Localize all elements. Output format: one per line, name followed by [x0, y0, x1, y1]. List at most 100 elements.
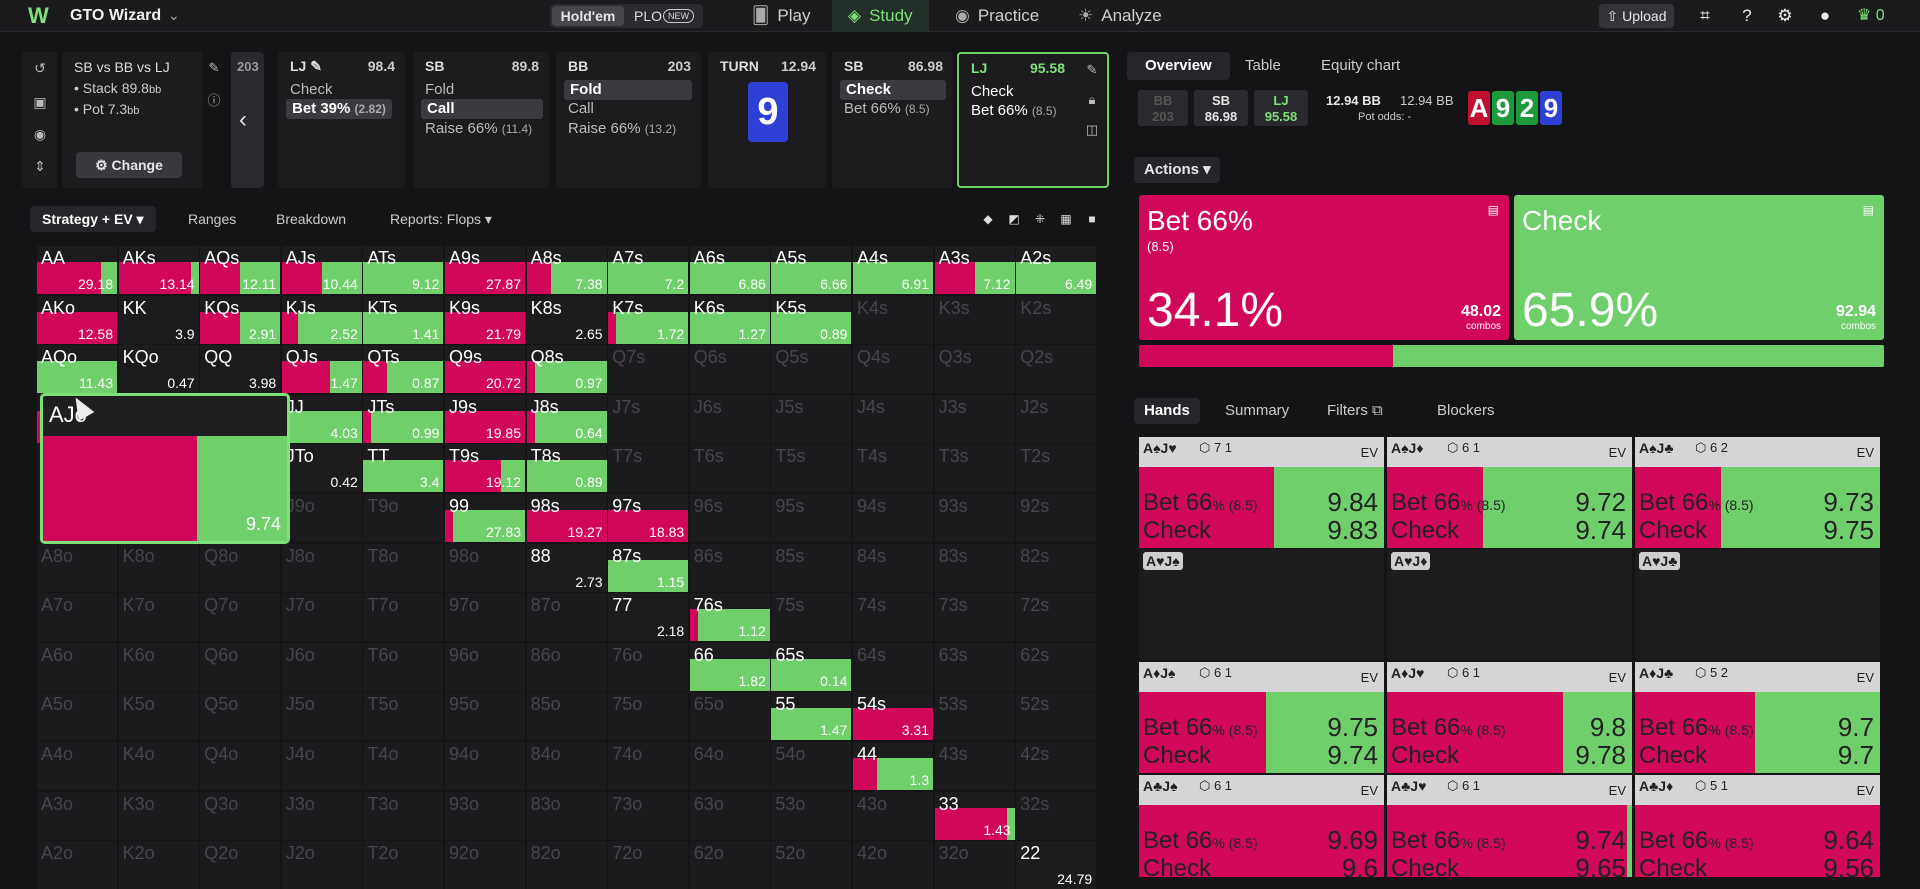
- hand-cell[interactable]: 94o: [445, 742, 525, 790]
- practice-icon[interactable]: ◉: [33, 126, 47, 142]
- node-turn[interactable]: TURN 12.94 9: [708, 52, 826, 188]
- hand-cell[interactable]: 43s: [934, 742, 1015, 790]
- hand-cell[interactable]: K3o: [118, 791, 199, 840]
- hand-cell[interactable]: 73o: [608, 791, 689, 840]
- hand-cell[interactable]: A2o: [37, 841, 117, 889]
- combo-cell[interactable]: A♦J♣ ⬡ 5 2 EV Bet 66% (8.5) Check 9.7 9.7: [1635, 662, 1880, 773]
- hand-cell[interactable]: 22 24.79: [1016, 841, 1097, 889]
- tab-ranges[interactable]: Ranges: [188, 211, 237, 227]
- save-icon[interactable]: ▣: [33, 94, 47, 110]
- hand-cell[interactable]: 86o: [526, 642, 607, 691]
- hand-cell[interactable]: KTs 1.41: [363, 295, 444, 344]
- hand-cell[interactable]: T2o: [363, 841, 444, 889]
- hand-cell[interactable]: T4o: [363, 742, 444, 790]
- hand-cell[interactable]: 94s: [853, 494, 933, 542]
- hand-cell[interactable]: 83o: [526, 791, 607, 840]
- hand-cell[interactable]: T9s 19.12: [445, 444, 525, 493]
- combo-cell[interactable]: A♦J♥ ⬡ 6 1 EV Bet 66% (8.5) Check 9.8 9.78: [1387, 662, 1632, 773]
- hand-cell[interactable]: A5o: [37, 692, 117, 741]
- hand-cell[interactable]: 62s: [1016, 642, 1097, 691]
- info-icon[interactable]: ⓘ: [207, 93, 221, 108]
- combo-cell[interactable]: A♠J♣ ⬡ 6 2 EV Bet 66% (8.5) Check 9.73 9.75: [1635, 437, 1880, 548]
- hand-cell[interactable]: KK 3.9: [118, 295, 199, 344]
- hand-cell[interactable]: J9s 19.85: [445, 394, 525, 443]
- hand-cell[interactable]: K6s 1.27: [689, 295, 770, 344]
- hand-cell[interactable]: Q5o: [200, 692, 281, 741]
- combo-cell[interactable]: A♠J♦ ⬡ 6 1 EV Bet 66% (8.5) Check 9.72 9.74: [1387, 437, 1632, 548]
- hand-cell[interactable]: K4s: [853, 295, 933, 344]
- hand-cell[interactable]: Q3s: [934, 345, 1015, 394]
- tab-breakdown[interactable]: Breakdown: [276, 211, 347, 227]
- tab-summary[interactable]: Summary: [1225, 402, 1290, 419]
- action-check[interactable]: Check: [840, 80, 946, 100]
- node-sb-2[interactable]: SB 86.98 Check Bet 66% (8.5): [832, 52, 953, 188]
- hand-cell[interactable]: A4o: [37, 742, 117, 790]
- hand-cell[interactable]: 53o: [771, 791, 852, 840]
- hand-cell[interactable]: A6o: [37, 642, 117, 691]
- hand-cell[interactable]: Q6s: [689, 345, 770, 394]
- node-lj[interactable]: LJ ✎ 98.4 Check Bet 39% (2.82): [278, 52, 405, 188]
- hand-cell[interactable]: 43o: [853, 791, 933, 840]
- hand-cell[interactable]: 87o: [526, 593, 607, 642]
- hand-cell[interactable]: Q3o: [200, 791, 281, 840]
- hand-cell[interactable]: 96s: [689, 494, 770, 542]
- hand-cell[interactable]: 72s: [1016, 593, 1097, 642]
- hand-cell[interactable]: 53s: [934, 692, 1015, 741]
- action-raise[interactable]: Raise 66% (11.4): [425, 119, 532, 139]
- hand-cell[interactable]: A4s 6.91: [853, 246, 933, 294]
- action-call[interactable]: Call: [421, 99, 543, 119]
- hand-cell[interactable]: 92s: [1016, 494, 1097, 542]
- hand-cell[interactable]: A7o: [37, 593, 117, 642]
- hand-cell[interactable]: KQo 0.47: [118, 345, 199, 394]
- hand-cell[interactable]: 84o: [526, 742, 607, 790]
- hand-cell[interactable]: 93o: [445, 791, 525, 840]
- hand-cell[interactable]: QQ 3.98: [200, 345, 281, 394]
- gear-icon[interactable]: ⚙: [1777, 6, 1793, 25]
- hand-cell[interactable]: 86s: [689, 543, 770, 592]
- hand-cell[interactable]: 82o: [526, 841, 607, 889]
- tab-equity-chart[interactable]: Equity chart: [1321, 57, 1401, 74]
- hand-cell[interactable]: J2o: [281, 841, 362, 889]
- nav-practice[interactable]: ◉ Practice: [955, 0, 1039, 32]
- action-fold[interactable]: Fold: [564, 80, 692, 100]
- view-full-icon[interactable]: ■: [1088, 212, 1096, 226]
- hand-cell[interactable]: Q2o: [200, 841, 281, 889]
- hand-cell[interactable]: JTo 0.42: [281, 444, 362, 493]
- action-bet[interactable]: Bet 39% (2.82): [286, 99, 392, 119]
- hand-cell[interactable]: T3s: [934, 444, 1015, 493]
- hand-cell[interactable]: 92o: [445, 841, 525, 889]
- hand-cell[interactable]: 76s 1.12: [689, 593, 770, 642]
- hand-cell[interactable]: 84s: [853, 543, 933, 592]
- hand-cell[interactable]: J8o: [281, 543, 362, 592]
- hand-cell[interactable]: AQs 12.11: [200, 246, 281, 294]
- hand-cell[interactable]: JJ 4.03: [281, 394, 362, 443]
- hand-cell[interactable]: Q7s: [608, 345, 689, 394]
- chevron-left-icon[interactable]: ‹: [239, 106, 247, 133]
- hand-cell[interactable]: A9s 27.87: [445, 246, 525, 294]
- hand-cell[interactable]: 54s 3.31: [853, 692, 933, 741]
- action-fold[interactable]: Fold: [425, 80, 454, 100]
- hand-cell[interactable]: K8s 2.65: [526, 295, 607, 344]
- hand-cell[interactable]: 32s: [1016, 791, 1097, 840]
- hand-cell[interactable]: Q7o: [200, 593, 281, 642]
- holdem-toggle[interactable]: Hold'em: [552, 6, 624, 26]
- pencil-icon[interactable]: ✎: [1086, 62, 1098, 77]
- hand-cell[interactable]: J8s 0.64: [526, 394, 607, 443]
- hand-cell[interactable]: K7o: [118, 593, 199, 642]
- action-check[interactable]: Check: [290, 80, 333, 100]
- change-button[interactable]: ⚙ Change: [76, 152, 182, 178]
- hand-cell[interactable]: 96o: [445, 642, 525, 691]
- hand-cell[interactable]: 88 2.73: [526, 543, 607, 592]
- combo-cell[interactable]: A♣J♥ ⬡ 6 1 EV Bet 66% (8.5) Check 9.74 9.65: [1387, 775, 1632, 877]
- hand-cell[interactable]: J7o: [281, 593, 362, 642]
- hand-cell[interactable]: 98o: [445, 543, 525, 592]
- nav-study[interactable]: ◈ Study: [832, 0, 929, 32]
- hand-cell[interactable]: 54o: [771, 742, 852, 790]
- hand-cell[interactable]: ATs 9.12: [363, 246, 444, 294]
- hand-cell[interactable]: KQs 2.91: [200, 295, 281, 344]
- hand-cell[interactable]: T6o: [363, 642, 444, 691]
- hand-cell[interactable]: Q8o: [200, 543, 281, 592]
- hand-cell[interactable]: 97o: [445, 593, 525, 642]
- hand-cell[interactable]: 63o: [689, 791, 770, 840]
- brand-name[interactable]: GTO Wizard: [70, 7, 162, 24]
